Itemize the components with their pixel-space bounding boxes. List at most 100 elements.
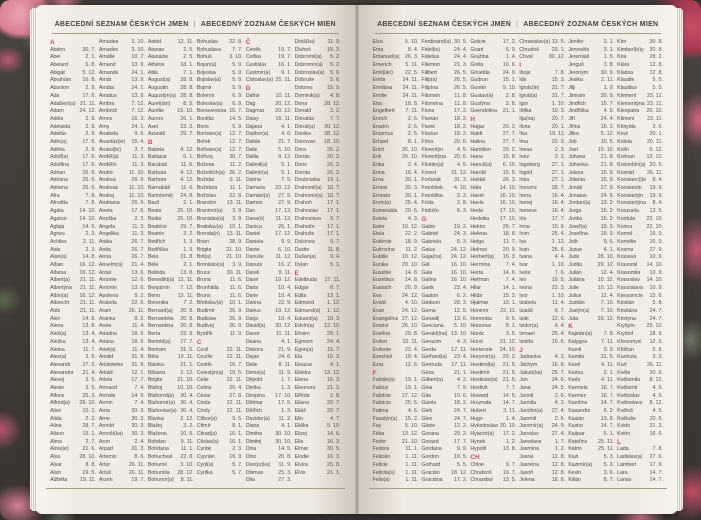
- name-entry: Inka 27. 1.: [519, 177, 565, 185]
- name-entry: Kazi 5. 3.: [568, 454, 614, 462]
- entry-name: Konstantýn: [617, 192, 644, 199]
- entry-name: Kosma: [617, 246, 634, 253]
- name-entry: Elmar 30. 5.: [295, 446, 341, 454]
- name-entry: Háta 14. 10.: [470, 185, 516, 193]
- entry-date: 31. 8.: [131, 361, 145, 368]
- entry-date: 12. 6.: [551, 315, 566, 322]
- name-entry: Dobroslav(a) 5. 6.: [295, 70, 341, 78]
- name-entry: Bohumila 28. 12.: [148, 470, 194, 478]
- name-entry: Izidor(a) 4. 4.: [519, 323, 565, 331]
- entry-name: Ábel: [50, 54, 61, 61]
- entry-date: 15. 3.: [551, 77, 566, 84]
- entry-date: 20. 8.: [180, 315, 194, 322]
- entry-name: Cyprián: [196, 454, 215, 461]
- entry-date: 10. 3.: [551, 108, 566, 115]
- entry-date: 14. 10.: [646, 277, 664, 284]
- name-entry: Bojislav(a) 5. 9.: [197, 77, 243, 85]
- entry-name: Kvido: [617, 423, 631, 430]
- entry-name: Dulcinea: [294, 238, 315, 245]
- entry-date: 17. 9.: [649, 461, 664, 468]
- entry-date: 21. 7.: [278, 138, 292, 145]
- entry-date: 9. 2.: [134, 292, 145, 299]
- name-entry: Bruno 11. 6.: [197, 293, 243, 301]
- name-entry: Ivar 1. 10.: [519, 262, 565, 270]
- entry-date: 20. 7.: [551, 115, 566, 122]
- entry-date: 22. 2.: [404, 231, 419, 238]
- name-entry: Ima 20. 9.: [519, 139, 565, 147]
- entry-name: Jana: [519, 384, 531, 391]
- name-entry: Cedrik 16. 7.: [197, 362, 243, 370]
- entry-name: Drahoslava: [294, 215, 321, 222]
- entry-name: Eliana: [294, 400, 309, 407]
- name-entry: Ambrož 7. 12.: [99, 108, 145, 116]
- entry-date: 6. 9.: [232, 92, 243, 99]
- name-entry: Ernesta 30. 1.: [373, 193, 419, 201]
- name-entry: Ernest 30. 3.: [373, 185, 419, 193]
- entry-date: 22. 5.: [404, 69, 419, 76]
- name-entry: Emila 24. 11.: [373, 77, 419, 85]
- entry-date: 14. 10.: [79, 215, 96, 222]
- name-entry: Esmeralda 29. 6.: [373, 208, 419, 216]
- name-entry: Larisa 14. 7.: [617, 477, 663, 485]
- entry-date: 24. 12.: [450, 254, 468, 261]
- entry-date: 18. 8.: [502, 231, 517, 238]
- name-entry: Jaroslav 27. 4.: [519, 431, 565, 439]
- name-entry: Géza 21. 1.: [421, 370, 467, 378]
- entry-date: 4. 5.: [456, 146, 468, 153]
- entry-name: Josef(a): [568, 223, 587, 230]
- entry-date: 2. 1.: [183, 261, 194, 268]
- entry-date: 6. 12.: [649, 146, 664, 153]
- entry-name: Edmund(a): [294, 308, 321, 315]
- name-entry: Kvirin 16. 6.: [617, 431, 663, 439]
- name-entry: Denis(a) 11. 9.: [246, 370, 292, 378]
- entry-date: 21. 1.: [327, 469, 341, 476]
- letter-heading: CH: [470, 454, 480, 462]
- name-entry: Bertold(a) 27. 7.: [148, 339, 194, 347]
- name-column: Grácie 17. 2. Grant 6. 9. Gražina 1. 4. Gréta 1…: [470, 39, 516, 488]
- name-entry: Alvin 19. 5.: [50, 470, 96, 478]
- entry-name: Genciana: [421, 323, 444, 330]
- entry-name: Harold: [470, 169, 486, 176]
- entry-name: Karel: [568, 361, 581, 368]
- entry-name: Božidar: [196, 177, 215, 184]
- name-entry: Aldo 21. 11.: [50, 308, 96, 316]
- name-entry: Ivan 25. 6.: [519, 247, 565, 255]
- entry-date: 2. 3.: [85, 231, 96, 238]
- entry-date: 17. 10.: [499, 215, 517, 222]
- name-entry: Faustýn(a) 15. 2.: [373, 416, 419, 424]
- entry-date: 20. 6.: [453, 138, 468, 145]
- name-entry: Elodie 16. 3.: [295, 454, 341, 462]
- entry-name: Hypolit: [470, 446, 487, 453]
- entry-name: Apolena: [98, 292, 119, 299]
- entry-name: Edgar: [294, 285, 309, 291]
- entry-name: Abelard: [50, 62, 68, 69]
- entry-date: 7. 2.: [183, 300, 194, 307]
- entry-name: Arleta: [98, 377, 113, 384]
- entry-name: Adam: [50, 108, 64, 115]
- entry-name: Cinda: [196, 400, 211, 407]
- name-entry: Iva 1. 12.: [519, 239, 565, 247]
- entry-name: Kimberl(e)y: [617, 46, 644, 53]
- entry-name: Bojislav(a): [196, 77, 221, 84]
- entry-date: 2. 8.: [505, 92, 517, 99]
- entry-date: 7. 6.: [554, 269, 566, 276]
- entry-date: 12. 8.: [649, 69, 664, 76]
- entry-date: 25. 11.: [598, 446, 615, 453]
- entry-date: 15. 8.: [502, 154, 517, 161]
- entry-date: 30. 12.: [275, 323, 292, 330]
- entry-name: Andreas: [98, 185, 119, 192]
- name-entry: Dalibor(a) 4. 6.: [246, 131, 292, 139]
- entry-name: Blahoj: [147, 384, 163, 391]
- entry-date: 2. 8.: [330, 392, 341, 399]
- name-entry: Kolman 13. 10.: [617, 154, 663, 162]
- entry-name: Albena: [50, 269, 67, 276]
- entry-name: Alvar: [50, 461, 62, 468]
- entry-date: 31. 8.: [180, 254, 194, 261]
- name-entry: František 4. 10.: [421, 185, 467, 193]
- name-entry: Brit(a) 21. 10.: [197, 254, 243, 262]
- entry-name: Gražina: [470, 54, 489, 61]
- name-entry: Fabricie 27. 12.: [373, 393, 419, 401]
- entry-name: Jarolím(a): [519, 408, 543, 414]
- entry-date: 2. 11.: [601, 77, 615, 84]
- entry-name: Felície: [372, 461, 388, 468]
